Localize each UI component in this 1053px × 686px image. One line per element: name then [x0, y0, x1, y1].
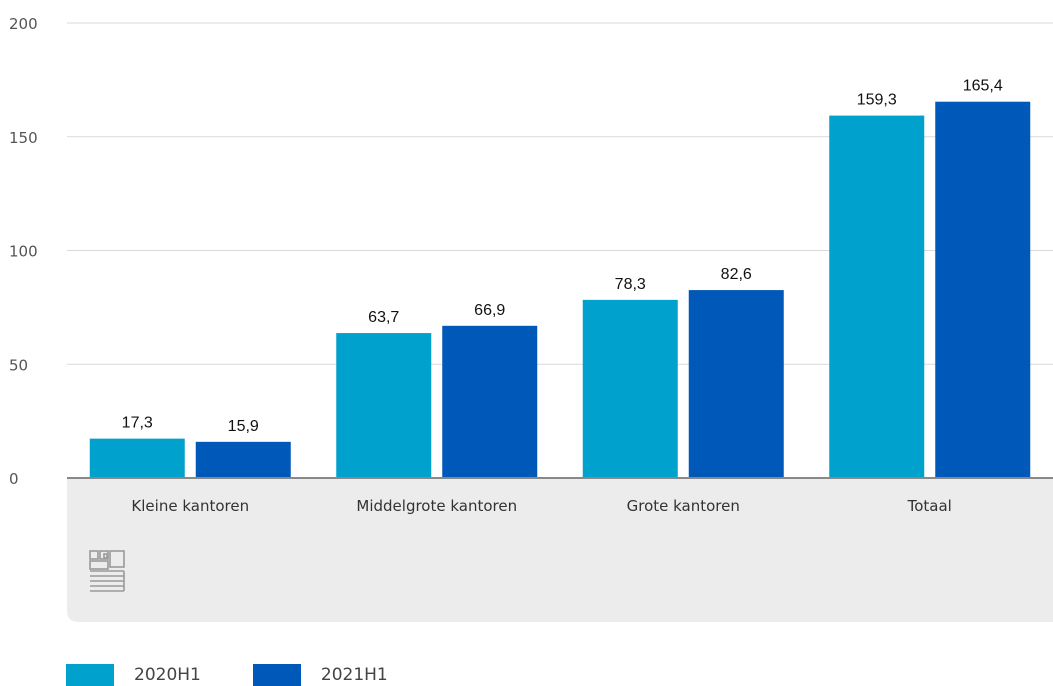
data-label: 17,3	[122, 415, 153, 432]
legend-label-2020h1: 2020H1	[134, 665, 201, 685]
legend-label-2021h1: 2021H1	[320, 665, 388, 685]
x-category-label: Kleine kantoren	[131, 497, 249, 515]
legend: 2020H1 2021H1	[66, 664, 440, 686]
data-label: 66,9	[474, 302, 505, 319]
bar-chart: 0 50 100 150 200 17,3 15,9 63,7 66,9 78,3 82,6 159…	[9, 15, 1053, 622]
legend-item-2021h1: 2021H1	[252, 664, 388, 686]
data-label: 82,6	[721, 266, 752, 283]
y-tick-label: 150	[9, 129, 38, 147]
bar-2021h1-2	[688, 290, 784, 478]
y-tick-label: 200	[9, 15, 38, 33]
legend-swatch-2021h1	[252, 664, 301, 686]
cbs-logo-icon	[89, 550, 125, 592]
data-label: 63,7	[368, 309, 399, 326]
bar-2020h1-3	[829, 115, 925, 478]
y-axis: 0 50 100 150 200	[9, 15, 38, 488]
y-tick-label: 100	[9, 243, 38, 261]
x-axis: Kleine kantoren Middelgrote kantoren Grote…	[131, 497, 951, 515]
bar-2021h1-0	[195, 441, 291, 478]
x-category-label: Middelgrote kantoren	[356, 497, 517, 515]
bar-2021h1-1	[442, 325, 538, 478]
data-label: 78,3	[615, 276, 646, 293]
legend-swatch-2020h1	[66, 664, 114, 686]
bar-2020h1-1	[336, 333, 432, 478]
bar-2021h1-3	[935, 101, 1031, 478]
data-label: 165,4	[963, 78, 1003, 95]
data-label: 159,3	[857, 92, 897, 109]
y-tick-label: 0	[9, 470, 19, 488]
data-labels: 17,3 15,9 63,7 66,9 78,3 82,6 159,3 165,4	[122, 78, 1003, 435]
bar-2020h1-2	[582, 299, 678, 478]
y-tick-label: 50	[9, 356, 28, 374]
legend-item-2020h1: 2020H1	[66, 664, 201, 686]
bar-2020h1-0	[89, 438, 185, 478]
x-category-label: Totaal	[907, 497, 952, 515]
data-label: 15,9	[228, 418, 259, 435]
bars	[89, 101, 1031, 478]
footer-band	[67, 479, 1053, 622]
x-category-label: Grote kantoren	[627, 497, 740, 515]
